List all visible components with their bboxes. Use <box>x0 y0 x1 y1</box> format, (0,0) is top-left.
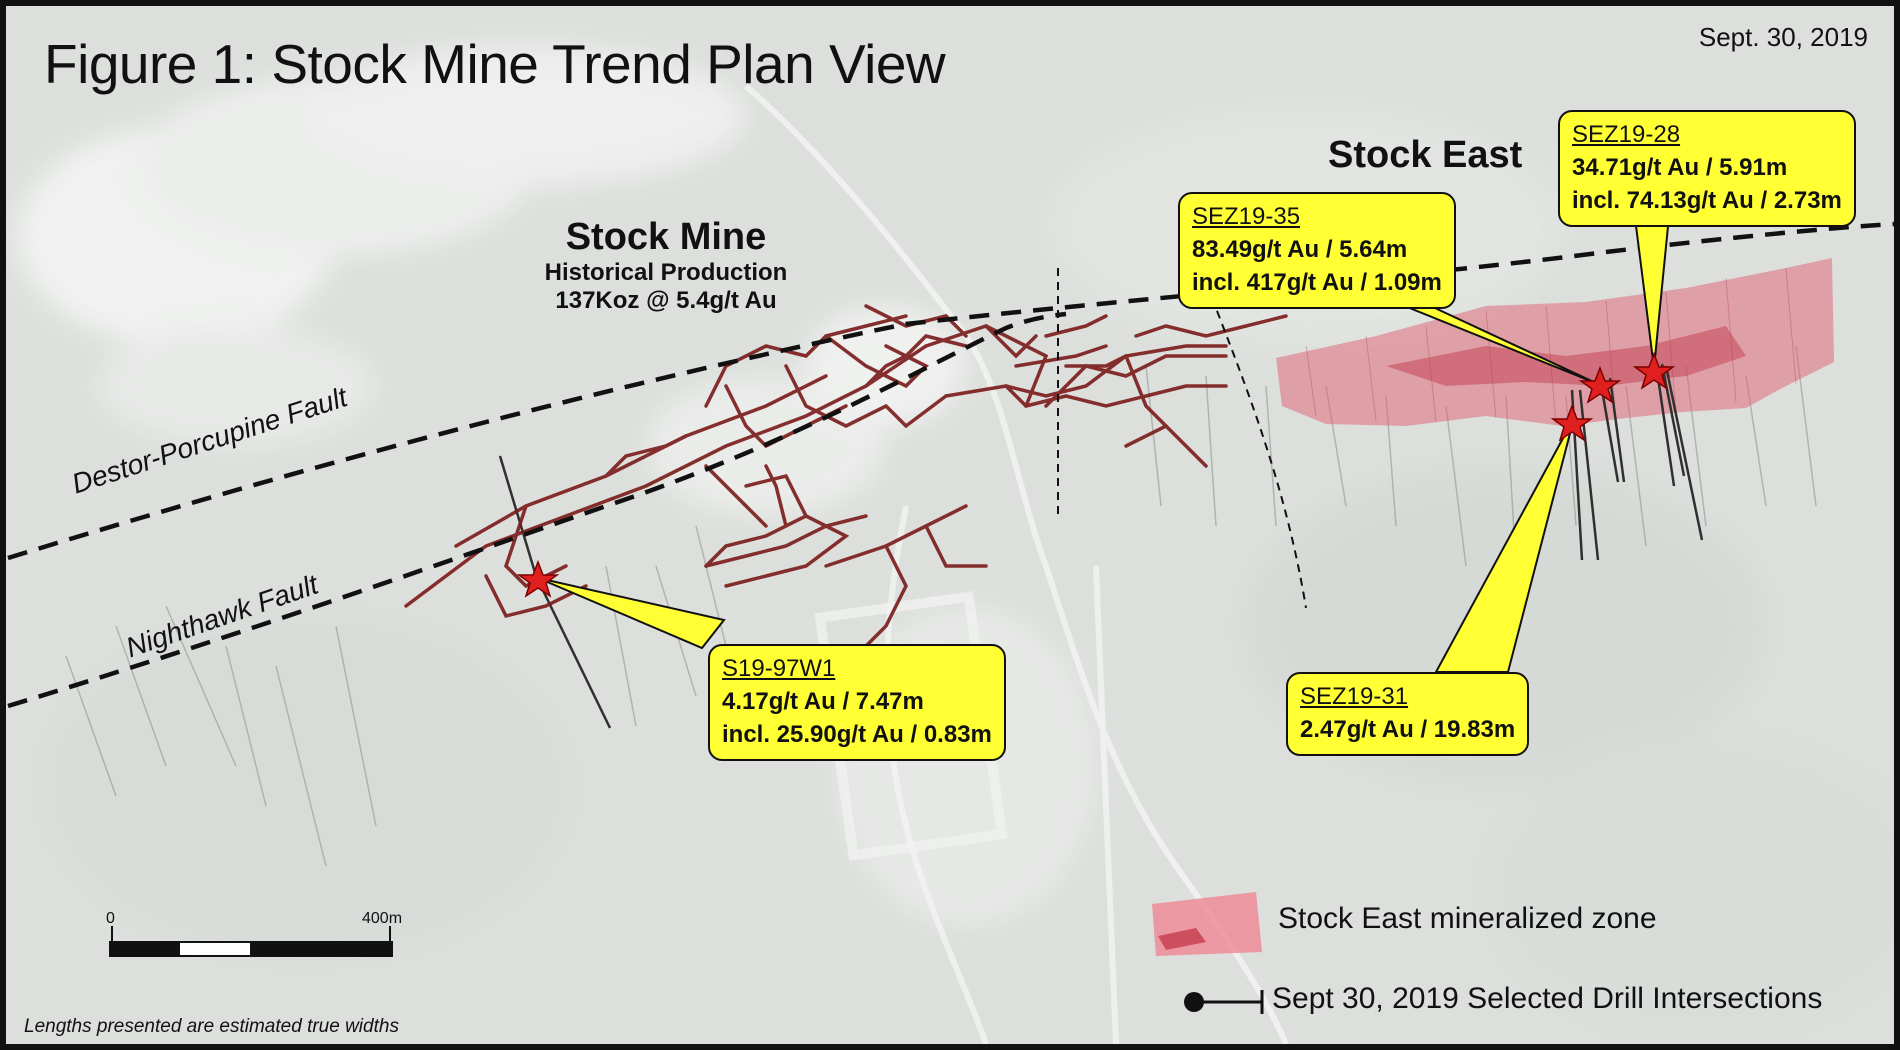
callout-assay: 34.71g/t Au / 5.91m <box>1572 154 1788 181</box>
footnote: Lengths presented are estimated true wid… <box>24 1016 399 1037</box>
callout-s19-97w1: S19-97W1 4.17g/t Au / 7.47m incl. 25.90g… <box>708 644 1006 761</box>
callout-sez19-31: SEZ19-31 2.47g/t Au / 19.83m <box>1286 672 1530 756</box>
scale-start-label: 0 <box>106 910 115 927</box>
callout-pointers <box>537 204 1672 673</box>
callout-assay-incl: incl. 417g/t Au / 1.09m <box>1192 269 1442 296</box>
star-sez19-31 <box>1550 403 1594 442</box>
legend-drill-symbol <box>1184 990 1264 1014</box>
star-sez19-35 <box>1578 365 1622 404</box>
callout-hole-id: SEZ19-31 <box>1300 683 1409 710</box>
callout-hole-id: SEZ19-28 <box>1572 121 1681 148</box>
stock-mine-label: Stock Mine Historical Production 137Koz … <box>476 216 856 315</box>
legend-drill-label: Sept 30, 2019 Selected Drill Intersectio… <box>1272 982 1823 1015</box>
stock-mine-name: Stock Mine <box>565 216 767 258</box>
scale-end-label: 400m <box>362 910 403 927</box>
nighthawk-fault-line <box>7 311 1067 709</box>
stock-mine-resource: 137Koz @ 5.4g/t Au <box>555 287 777 314</box>
callout-hole-id: S19-97W1 <box>722 655 836 682</box>
callout-assay: 83.49g/t Au / 5.64m <box>1192 236 1408 263</box>
figure-title: Figure 1: Stock Mine Trend Plan View <box>44 33 946 95</box>
figure-date: Sept. 30, 2019 <box>1698 22 1868 52</box>
callout-sez19-28: SEZ19-28 34.71g/t Au / 5.91m incl. 74.13… <box>1558 110 1856 227</box>
callout-assay-incl: incl. 25.90g/t Au / 0.83m <box>722 721 992 748</box>
stock-east-label: Stock East <box>1328 134 1523 176</box>
callout-assay-incl: incl. 74.13g/t Au / 2.73m <box>1572 187 1842 214</box>
drill-intersection-stars <box>516 351 1676 598</box>
legend-zone-label: Stock East mineralized zone <box>1278 902 1657 935</box>
callout-sez19-35: SEZ19-35 83.49g/t Au / 5.64m incl. 417g/… <box>1178 192 1456 309</box>
stock-mine-underground-workings <box>404 304 1288 648</box>
faults <box>7 221 1894 709</box>
callout-hole-id: SEZ19-35 <box>1192 203 1301 230</box>
callout-assay: 2.47g/t Au / 19.83m <box>1300 716 1516 743</box>
star-sez19-28 <box>1632 351 1676 390</box>
destor-porcupine-fault-line <box>7 221 1894 561</box>
legend-zone-swatch <box>1152 892 1262 956</box>
scale-bar <box>109 926 393 957</box>
callout-assay: 4.17g/t Au / 7.47m <box>722 688 924 715</box>
star-s19-97w1 <box>516 559 560 598</box>
stock-mine-production: Historical Production <box>544 259 788 286</box>
